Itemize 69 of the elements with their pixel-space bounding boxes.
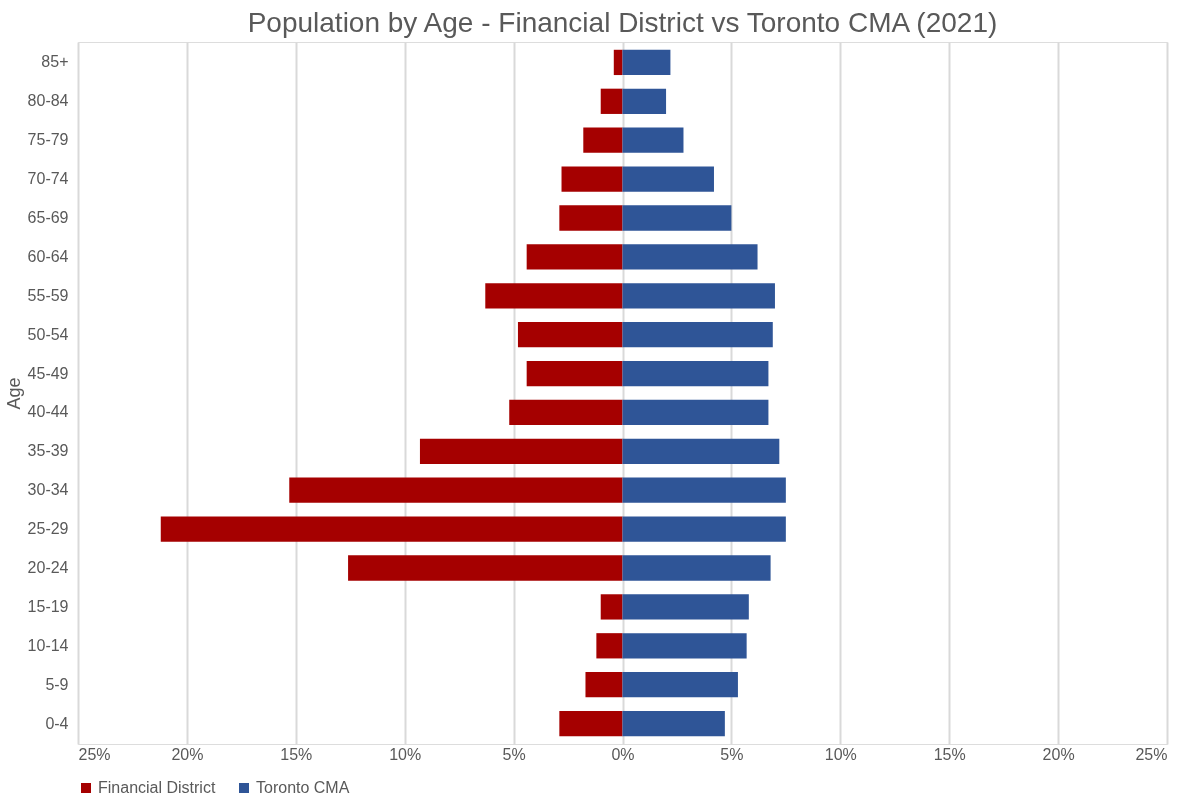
chart-title: Population by Age - Financial District vs Toronto CMA (2021)	[247, 7, 998, 38]
bar	[622, 322, 773, 348]
y-tick-label: 45-49	[27, 364, 69, 382]
x-tick-label: 0%	[611, 745, 635, 763]
y-tick-label: 40-44	[27, 403, 69, 421]
bar	[622, 594, 749, 620]
x-tick-label: 15%	[280, 745, 313, 763]
bar	[613, 49, 623, 76]
x-tick-label: 20%	[171, 745, 204, 763]
bar	[622, 166, 714, 192]
bar	[419, 438, 623, 464]
bar	[622, 710, 725, 737]
y-axis-title: Age	[3, 377, 24, 410]
bar	[600, 88, 623, 114]
y-tick-label: 20-24	[27, 559, 69, 577]
bar	[600, 594, 623, 620]
x-tick-label: 25%	[1135, 745, 1168, 763]
y-tick-label: 35-39	[27, 442, 69, 460]
bar	[622, 244, 758, 270]
bar	[561, 166, 623, 192]
bar	[559, 710, 623, 737]
bar	[559, 205, 623, 231]
y-tick-label: 0-4	[45, 714, 69, 732]
bar	[622, 633, 747, 659]
legend-label: Financial District	[98, 779, 216, 796]
bar	[348, 555, 623, 581]
bar	[622, 438, 780, 464]
y-tick-label: 70-74	[27, 170, 69, 188]
bar	[509, 399, 623, 426]
bar	[596, 633, 623, 659]
x-tick-label: 15%	[933, 745, 966, 763]
bar	[622, 49, 671, 76]
y-tick-label: 50-54	[27, 325, 69, 343]
bar	[622, 283, 775, 309]
y-tick-label: 80-84	[27, 92, 69, 110]
y-tick-label: 15-19	[27, 597, 69, 615]
bar	[622, 205, 732, 231]
bar	[517, 322, 623, 348]
y-tick-label: 60-64	[27, 247, 69, 265]
x-tick-label: 20%	[1042, 745, 1075, 763]
bar	[622, 672, 738, 698]
y-tick-label: 55-59	[27, 286, 69, 304]
legend-label: Toronto CMA	[256, 779, 350, 796]
x-tick-label: 5%	[502, 745, 526, 763]
x-tick-label: 10%	[824, 745, 857, 763]
bar	[622, 555, 771, 581]
bar	[526, 360, 623, 387]
bar	[485, 283, 623, 309]
bar	[585, 672, 623, 698]
bar	[622, 516, 786, 542]
x-tick-label: 5%	[720, 745, 744, 763]
bar	[526, 244, 623, 270]
y-tick-label: 5-9	[45, 675, 69, 693]
y-tick-label: 65-69	[27, 208, 69, 226]
x-tick-label: 10%	[389, 745, 422, 763]
x-tick-label: 25%	[78, 745, 111, 763]
bar	[289, 477, 623, 503]
y-tick-label: 75-79	[27, 131, 69, 149]
bar	[622, 88, 667, 114]
y-tick-label: 10-14	[27, 636, 69, 654]
bar	[622, 399, 769, 426]
bar	[622, 127, 684, 153]
y-tick-label: 85+	[41, 53, 69, 71]
bar	[622, 360, 769, 387]
y-tick-label: 30-34	[27, 481, 69, 499]
bar	[160, 516, 623, 542]
bar	[583, 127, 623, 153]
y-tick-label: 25-29	[27, 520, 69, 538]
bar	[622, 477, 786, 503]
